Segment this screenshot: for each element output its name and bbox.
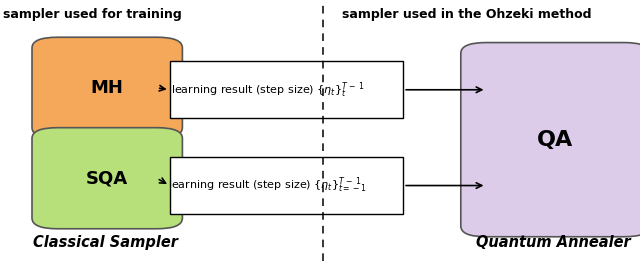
Text: MH: MH: [91, 79, 124, 97]
FancyBboxPatch shape: [32, 37, 182, 138]
FancyBboxPatch shape: [32, 128, 182, 229]
Text: learning result (step size) $\{\eta_t\}_{t}^{T\,-\,1}$: learning result (step size) $\{\eta_t\}_…: [171, 80, 364, 99]
FancyBboxPatch shape: [461, 43, 640, 237]
Bar: [170, 61, 403, 118]
Text: Classical Sampler: Classical Sampler: [33, 235, 178, 250]
Text: QA: QA: [537, 130, 573, 150]
Text: sampler used in the Ohzeki method: sampler used in the Ohzeki method: [342, 8, 592, 21]
Text: learning result (step size) $\{\eta_t\}_{t=-1}^{T\,-\,1}$: learning result (step size) $\{\eta_t\}_…: [168, 176, 367, 195]
Text: Quantum Annealer: Quantum Annealer: [476, 235, 631, 250]
Text: sampler used for training: sampler used for training: [3, 8, 182, 21]
Bar: [170, 157, 403, 214]
Text: SQA: SQA: [86, 169, 128, 187]
